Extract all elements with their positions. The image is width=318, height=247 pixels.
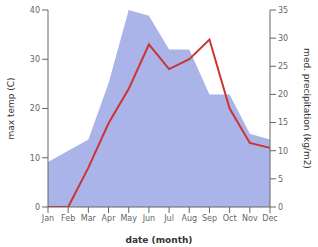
svg-text:0: 0 xyxy=(35,203,40,212)
svg-text:40: 40 xyxy=(30,6,40,15)
svg-text:20: 20 xyxy=(30,104,40,113)
svg-text:30: 30 xyxy=(278,34,288,43)
svg-text:med. precipitation (kg/m2): med. precipitation (kg/m2) xyxy=(302,48,310,169)
svg-text:Nov: Nov xyxy=(242,214,258,223)
svg-text:Apr: Apr xyxy=(102,214,117,223)
svg-text:Oct: Oct xyxy=(223,214,237,223)
svg-text:Mar: Mar xyxy=(81,214,97,223)
svg-text:35: 35 xyxy=(278,6,288,15)
svg-text:Sep: Sep xyxy=(202,214,217,223)
svg-text:Jun: Jun xyxy=(142,214,156,223)
svg-text:30: 30 xyxy=(30,55,40,64)
svg-text:Feb: Feb xyxy=(61,214,75,223)
svg-text:max temp (C): max temp (C) xyxy=(8,77,16,139)
svg-text:Jul: Jul xyxy=(163,214,174,223)
svg-text:25: 25 xyxy=(278,62,288,71)
svg-text:10: 10 xyxy=(278,147,288,156)
svg-text:date (month): date (month) xyxy=(126,235,193,245)
svg-text:0: 0 xyxy=(278,203,283,212)
svg-text:Jan: Jan xyxy=(41,214,54,223)
svg-text:Dec: Dec xyxy=(262,214,277,223)
svg-text:Aug: Aug xyxy=(181,214,197,223)
svg-text:May: May xyxy=(120,214,137,223)
svg-text:15: 15 xyxy=(278,118,288,127)
svg-text:20: 20 xyxy=(278,90,288,99)
svg-text:10: 10 xyxy=(30,154,40,163)
svg-text:5: 5 xyxy=(278,175,283,184)
